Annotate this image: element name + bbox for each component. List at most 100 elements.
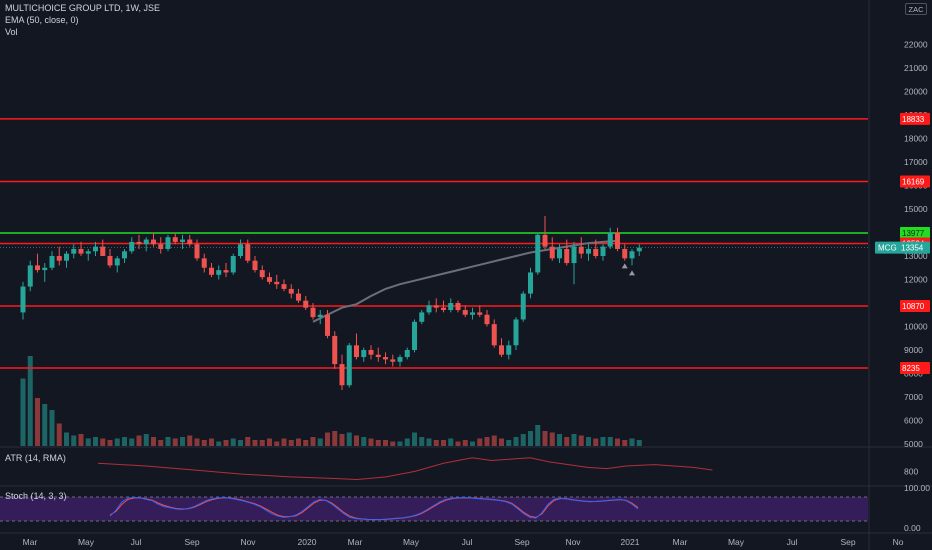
candle-body <box>375 354 381 358</box>
volume-bar <box>520 434 526 446</box>
volume-bar <box>201 440 207 446</box>
time-axis-label: Jul <box>131 537 142 547</box>
volume-bar <box>586 437 591 446</box>
candle-body <box>78 248 84 254</box>
level-tag-label: 10870 <box>902 302 925 311</box>
volume-bar <box>441 440 446 446</box>
candle-body <box>339 364 345 386</box>
volume-bar <box>557 434 562 446</box>
volume-bar <box>564 437 570 446</box>
volume-bar <box>267 438 272 446</box>
candle-body <box>607 232 613 247</box>
candle-body <box>93 246 98 252</box>
candle-body <box>455 303 461 311</box>
candle-body <box>390 359 396 362</box>
candles <box>20 216 642 390</box>
candle-body <box>20 286 26 313</box>
volume-bar <box>71 435 77 446</box>
time-axis-label: Mar <box>673 537 688 547</box>
candle-body <box>506 345 512 355</box>
volume-bar <box>354 435 359 446</box>
candle-body <box>520 293 526 320</box>
volume-bar <box>187 435 193 446</box>
last-price-tag <box>875 241 930 254</box>
volume-bar <box>484 437 490 446</box>
volume-bar <box>339 434 345 446</box>
ema-legend[interactable]: EMA (50, close, 0) <box>5 15 79 25</box>
level-tag <box>900 361 930 374</box>
signal-marker <box>629 270 635 276</box>
volume-bar <box>470 441 475 446</box>
volume-bar <box>230 438 236 446</box>
volume-bar <box>332 431 338 446</box>
candle-body <box>325 314 330 336</box>
volume-bar <box>528 431 533 446</box>
symbol-legend[interactable]: MULTICHOICE GROUP LTD, 1W, JSE <box>5 3 161 13</box>
currency-badge[interactable]: ZAC <box>905 3 927 15</box>
volume-bar <box>93 437 98 446</box>
volume-bar <box>42 404 48 446</box>
volume-bar <box>194 438 200 446</box>
price-axis-label: 20000 <box>904 87 928 97</box>
volume-bar <box>129 438 135 446</box>
volume-bar <box>238 440 243 446</box>
stoch-pane-label[interactable]: Stoch (14, 3, 3) <box>5 491 67 501</box>
price-axis-label: 12000 <box>904 275 928 285</box>
candle-body <box>557 248 562 259</box>
volume-bar <box>419 437 425 446</box>
candle-body <box>629 251 635 259</box>
candle-body <box>172 237 178 242</box>
candle-body <box>470 312 475 315</box>
time-axis-label: Jul <box>462 537 473 547</box>
level-tag <box>900 112 930 125</box>
candle-body <box>114 258 120 266</box>
volume-bar <box>390 441 396 446</box>
time-axis-label: 2021 <box>621 537 640 547</box>
time-axis-label: Sep <box>840 537 855 547</box>
candle-body <box>42 267 48 271</box>
volume-legend[interactable]: Vol <box>5 27 18 37</box>
volume-bar <box>49 410 55 446</box>
time-axis: Mar May Jul Sep Nov 2020 Mar May Jul Sep Nov 2021 Ma… <box>23 537 904 547</box>
atr-pane-label[interactable]: ATR (14, RMA) <box>5 453 66 463</box>
price-axis-label: 5000 <box>904 439 923 449</box>
candle-body <box>303 300 309 308</box>
volume-bar <box>27 356 33 446</box>
price-axis-label: 7000 <box>904 392 923 402</box>
volume-bar <box>143 434 149 446</box>
volume-bar <box>535 425 541 446</box>
volume-bar <box>35 398 40 446</box>
candle-body <box>100 246 106 256</box>
candle-body <box>35 265 40 271</box>
volume-bar <box>571 434 577 446</box>
candle-body <box>267 277 272 282</box>
time-axis-label: Sep <box>514 537 529 547</box>
time-axis-label: May <box>728 537 745 547</box>
volume-bar <box>281 438 287 446</box>
price-axis-label: 15000 <box>904 204 928 214</box>
level-tag-label: 13977 <box>902 229 925 238</box>
volume-bar <box>499 438 504 446</box>
volume-bar <box>317 438 323 446</box>
candle-body <box>151 239 156 245</box>
price-axis-label: 18000 <box>904 134 928 144</box>
volume-bar <box>549 432 555 446</box>
volume-bar <box>368 438 374 446</box>
volume-bar <box>346 432 352 446</box>
candle-body <box>274 281 280 285</box>
volume-bar <box>455 441 461 446</box>
candle-body <box>412 321 417 350</box>
candle-body <box>71 248 77 254</box>
candle-body <box>122 251 127 259</box>
volume-bar <box>252 440 258 446</box>
candle-body <box>194 244 200 259</box>
volume-bar <box>629 438 635 446</box>
candle-body <box>419 312 425 322</box>
candle-body <box>426 305 432 313</box>
volume-bar <box>506 440 512 446</box>
volume-bar <box>288 440 294 446</box>
volume-bar <box>107 440 113 446</box>
candle-body <box>571 246 577 264</box>
signal-marker <box>621 263 628 269</box>
